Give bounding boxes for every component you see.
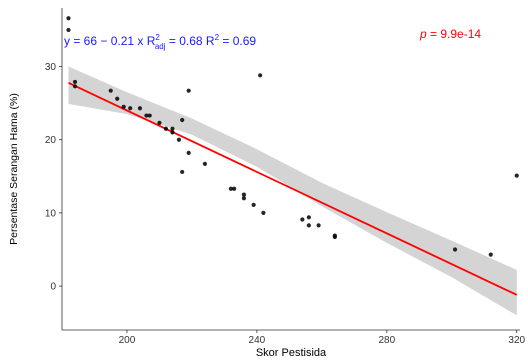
data-point bbox=[332, 234, 337, 240]
data-point bbox=[300, 217, 305, 222]
data-point bbox=[163, 126, 169, 131]
data-point bbox=[258, 73, 263, 78]
confidence-band bbox=[68, 66, 517, 316]
regression-line bbox=[68, 81, 518, 296]
data-point bbox=[170, 130, 175, 135]
x-ticks: 200 240 280 320 bbox=[119, 330, 526, 346]
data-point bbox=[176, 137, 182, 142]
p-value: = 9.9e-14 bbox=[427, 27, 482, 41]
confidence-band-layer bbox=[68, 66, 517, 316]
p-value-label: p = 9.9e-14 bbox=[419, 27, 481, 41]
regression-line-layer bbox=[68, 81, 518, 296]
data-point bbox=[514, 173, 519, 178]
data-point bbox=[306, 223, 311, 228]
eq-prefix: y = 66 − 0.21 x R bbox=[64, 34, 156, 48]
data-point bbox=[316, 223, 321, 228]
y-ticks: 0 10 20 30 bbox=[45, 62, 62, 293]
data-point bbox=[306, 215, 311, 220]
data-point bbox=[108, 88, 113, 93]
data-point bbox=[261, 210, 266, 216]
regression-equation: y = 66 − 0.21 x R2 adj = 0.68 R2 = 0.69 bbox=[64, 33, 256, 51]
y-tick-label: 10 bbox=[45, 208, 57, 219]
data-point bbox=[186, 150, 191, 155]
data-point bbox=[144, 113, 149, 118]
x-axis-title: Skor Pestisida bbox=[256, 347, 327, 359]
data-point bbox=[157, 120, 162, 125]
data-point bbox=[228, 186, 234, 191]
x-tick-label: 280 bbox=[378, 335, 395, 346]
data-point bbox=[66, 27, 71, 33]
data-point bbox=[147, 113, 152, 118]
data-point bbox=[137, 106, 143, 111]
data-point bbox=[121, 104, 126, 109]
eq-sup1: 2 bbox=[155, 33, 160, 42]
data-point bbox=[72, 84, 78, 89]
eq-suffix: = 0.69 bbox=[219, 34, 256, 48]
eq-sup2: 2 bbox=[215, 33, 220, 42]
y-tick-label: 20 bbox=[45, 135, 57, 146]
data-point bbox=[251, 202, 256, 207]
data-point bbox=[170, 126, 175, 131]
data-point bbox=[241, 196, 247, 201]
eq-sub1: adj bbox=[155, 42, 166, 51]
data-point bbox=[202, 161, 208, 166]
data-point bbox=[180, 117, 185, 123]
data-point bbox=[232, 186, 237, 191]
data-point bbox=[488, 252, 493, 257]
x-tick-label: 320 bbox=[508, 335, 525, 346]
x-tick-label: 240 bbox=[249, 335, 266, 346]
data-point bbox=[66, 16, 71, 21]
p-symbol: p bbox=[419, 27, 427, 41]
data-point bbox=[115, 96, 120, 101]
data-point bbox=[128, 106, 133, 111]
axes bbox=[61, 8, 520, 331]
data-point bbox=[241, 192, 247, 197]
y-tick-label: 30 bbox=[45, 62, 57, 73]
eq-mid: = 0.68 R bbox=[166, 34, 215, 48]
y-axis-title: Persentase Serangan Hama (%) bbox=[8, 93, 20, 245]
data-point bbox=[186, 88, 191, 93]
data-point bbox=[180, 169, 185, 175]
data-point bbox=[452, 247, 458, 252]
data-point bbox=[72, 79, 78, 85]
data-points-layer bbox=[66, 16, 519, 257]
y-tick-label: 0 bbox=[50, 282, 56, 293]
x-tick-label: 200 bbox=[119, 335, 136, 346]
